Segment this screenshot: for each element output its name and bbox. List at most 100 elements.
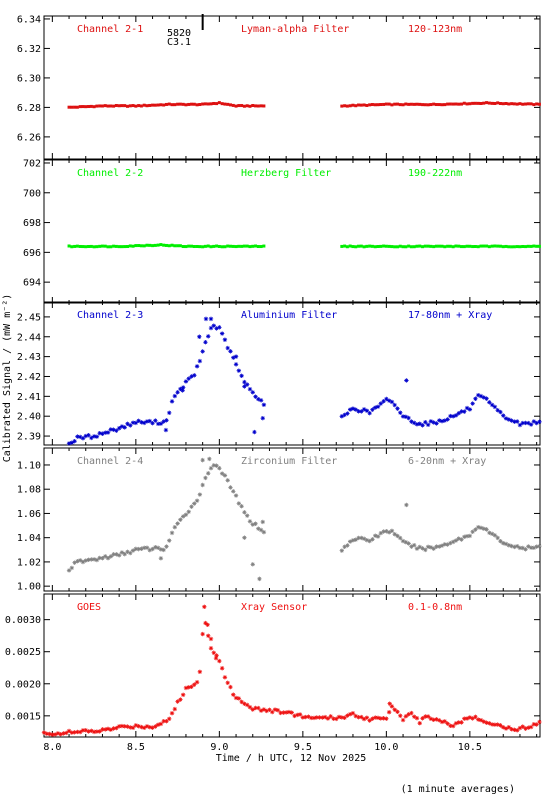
data-point <box>418 244 422 248</box>
data-point <box>239 699 244 705</box>
data-point <box>215 244 219 248</box>
data-point <box>439 543 445 548</box>
data-point <box>473 527 478 532</box>
data-point <box>164 243 168 247</box>
data-point <box>245 244 249 248</box>
data-point <box>386 709 392 715</box>
data-point <box>448 244 452 248</box>
data-point <box>114 104 118 108</box>
data-point <box>420 423 425 428</box>
data-point <box>484 720 489 725</box>
data-point <box>109 104 113 108</box>
data-point <box>528 724 534 730</box>
data-point <box>481 526 486 531</box>
panel-filter-label: Herzberg Filter <box>241 168 331 179</box>
data-point <box>439 418 445 424</box>
data-point <box>97 430 102 436</box>
data-point <box>537 719 542 725</box>
outlier-point <box>197 334 202 339</box>
y-tick-label: 694 <box>23 278 41 289</box>
data-point <box>261 402 267 407</box>
data-point <box>359 714 364 720</box>
data-point <box>128 104 132 108</box>
data-point <box>359 409 364 414</box>
panel-channel-label: Channel 2-1 <box>77 24 143 35</box>
data-point <box>256 245 260 249</box>
data-point <box>356 409 361 414</box>
data-point <box>442 418 448 423</box>
data-point <box>98 244 102 248</box>
data-point <box>258 527 264 533</box>
data-point <box>244 513 250 518</box>
data-point <box>442 542 448 547</box>
data-point <box>98 104 102 108</box>
data-point <box>148 243 152 247</box>
data-point <box>526 102 530 106</box>
data-point <box>161 419 166 424</box>
data-point <box>487 245 491 249</box>
data-point <box>228 103 232 107</box>
data-point <box>390 245 394 249</box>
data-point <box>437 544 442 549</box>
data-point <box>535 102 539 106</box>
data-point <box>75 434 80 439</box>
data-point <box>446 102 450 106</box>
y-tick-label: 0.0025 <box>5 647 41 658</box>
data-point <box>240 104 244 108</box>
data-point <box>134 104 138 108</box>
data-point <box>283 710 289 715</box>
data-point <box>178 386 183 392</box>
data-point <box>239 504 244 509</box>
data-point <box>375 404 381 409</box>
data-point <box>537 102 541 106</box>
data-point <box>150 725 155 730</box>
data-point <box>73 105 77 109</box>
data-point <box>173 103 177 107</box>
data-point <box>314 715 319 720</box>
data-point <box>105 726 111 731</box>
data-point <box>145 104 149 108</box>
data-point <box>258 708 264 713</box>
data-point <box>159 103 163 107</box>
data-point <box>175 390 180 395</box>
data-point <box>126 245 130 249</box>
data-point <box>80 559 86 565</box>
data-point <box>445 721 450 726</box>
data-point <box>142 103 146 107</box>
data-point <box>217 466 222 471</box>
data-point <box>242 510 247 515</box>
data-point <box>370 244 374 248</box>
data-point <box>409 419 414 424</box>
data-point <box>128 550 133 556</box>
data-point <box>156 243 160 247</box>
data-point <box>242 244 246 248</box>
data-point <box>69 730 75 735</box>
series-points <box>66 456 542 582</box>
data-point <box>376 103 380 107</box>
data-point <box>487 721 492 726</box>
data-point <box>407 244 411 248</box>
data-point <box>80 436 86 441</box>
data-point <box>78 244 82 248</box>
data-point <box>208 325 214 331</box>
data-point <box>476 101 480 105</box>
data-point <box>382 102 386 106</box>
data-point <box>242 379 247 385</box>
data-point <box>270 709 275 715</box>
data-point <box>510 245 514 249</box>
data-point <box>412 102 416 106</box>
data-point <box>77 558 83 563</box>
y-tick-label: 2.44 <box>17 332 41 343</box>
data-point <box>370 716 375 721</box>
data-point <box>473 245 477 249</box>
data-point <box>253 705 258 711</box>
data-point <box>523 547 528 552</box>
data-point <box>69 440 75 445</box>
data-point <box>473 396 478 401</box>
y-tick-label: 2.45 <box>17 312 41 323</box>
data-point <box>214 463 219 468</box>
data-point <box>492 722 498 727</box>
data-point <box>186 685 191 690</box>
data-point <box>92 245 96 249</box>
outlier-point <box>404 502 409 508</box>
